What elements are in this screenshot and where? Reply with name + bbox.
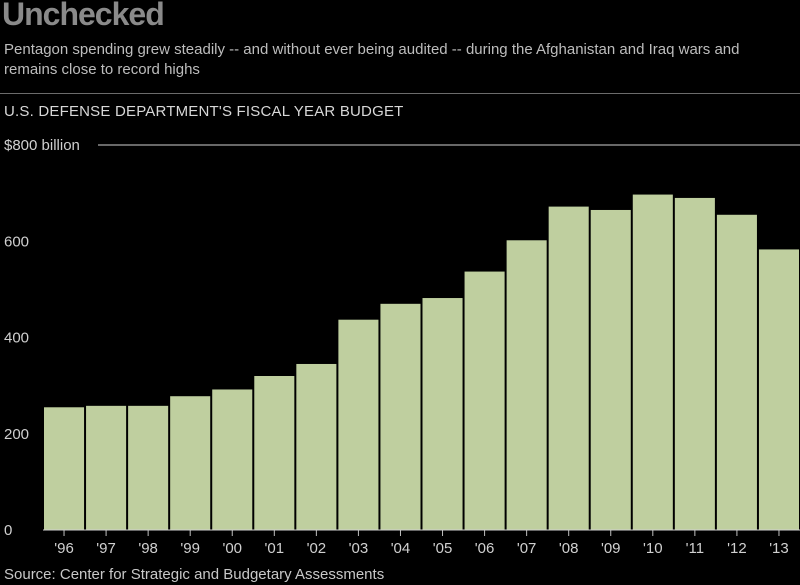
x-tick-label: '05 <box>433 540 453 557</box>
chart-label: U.S. DEFENSE DEPARTMENT'S FISCAL YEAR BU… <box>4 103 404 120</box>
x-tick-label: '12 <box>727 540 747 557</box>
x-tick-label: '02 <box>307 540 327 557</box>
y-tick-label: $800 billion <box>4 137 80 154</box>
y-tick-label: 0 <box>4 522 12 539</box>
bar-fy97 <box>86 405 127 530</box>
x-axis: '96 '97 '98 '99 '00 '01 '02 '03 '04 '05 '06 '07 '08 '… <box>43 529 800 557</box>
bar-fy10 <box>632 194 673 530</box>
chart-title: Unchecked <box>2 0 165 32</box>
bar-fy99 <box>170 396 211 530</box>
bar-fy98 <box>128 405 169 530</box>
x-tick-label: '97 <box>96 540 116 557</box>
source-note: Source: Center for Strategic and Budgeta… <box>4 566 385 583</box>
y-tick-label: 200 <box>4 426 29 443</box>
bar-fy11 <box>674 197 715 530</box>
bar-fy00 <box>212 389 253 530</box>
chart-subtitle: Pentagon spending grew steadily -- and w… <box>4 41 740 78</box>
x-tick-label: '07 <box>517 540 537 557</box>
x-tick-label: '13 <box>769 540 789 557</box>
x-tick-label: '04 <box>391 540 411 557</box>
header-divider <box>0 93 800 94</box>
x-tick-label: '96 <box>54 540 74 557</box>
x-tick-label: '08 <box>559 540 579 557</box>
bar-fy01 <box>254 376 295 530</box>
y-tick-label: 400 <box>4 330 29 347</box>
y-axis: 0 200 400 600 $800 billion <box>4 137 800 539</box>
x-tick-label: '01 <box>265 540 285 557</box>
bar-fy96 <box>44 407 85 530</box>
bar-fy13 <box>758 249 799 530</box>
bar-fy04 <box>380 303 421 530</box>
bar-fy05 <box>422 298 463 530</box>
bar-fy12 <box>716 214 757 530</box>
x-tick-label: '98 <box>138 540 158 557</box>
bar-fy03 <box>338 319 379 530</box>
x-tick-label: '99 <box>180 540 200 557</box>
bar-fy02 <box>296 363 337 530</box>
y-tick-label: 600 <box>4 233 29 250</box>
x-tick-label: '09 <box>601 540 621 557</box>
bar-fy09 <box>590 209 631 530</box>
x-tick-label: '03 <box>349 540 369 557</box>
x-tick-label: '06 <box>475 540 495 557</box>
bars-group <box>44 194 799 530</box>
bar-fy06 <box>464 271 505 530</box>
x-tick-label: '11 <box>686 540 704 557</box>
x-tick-label: '10 <box>643 540 663 557</box>
bar-fy08 <box>548 206 589 530</box>
x-tick-label: '00 <box>222 540 242 557</box>
bar-fy07 <box>506 240 547 530</box>
